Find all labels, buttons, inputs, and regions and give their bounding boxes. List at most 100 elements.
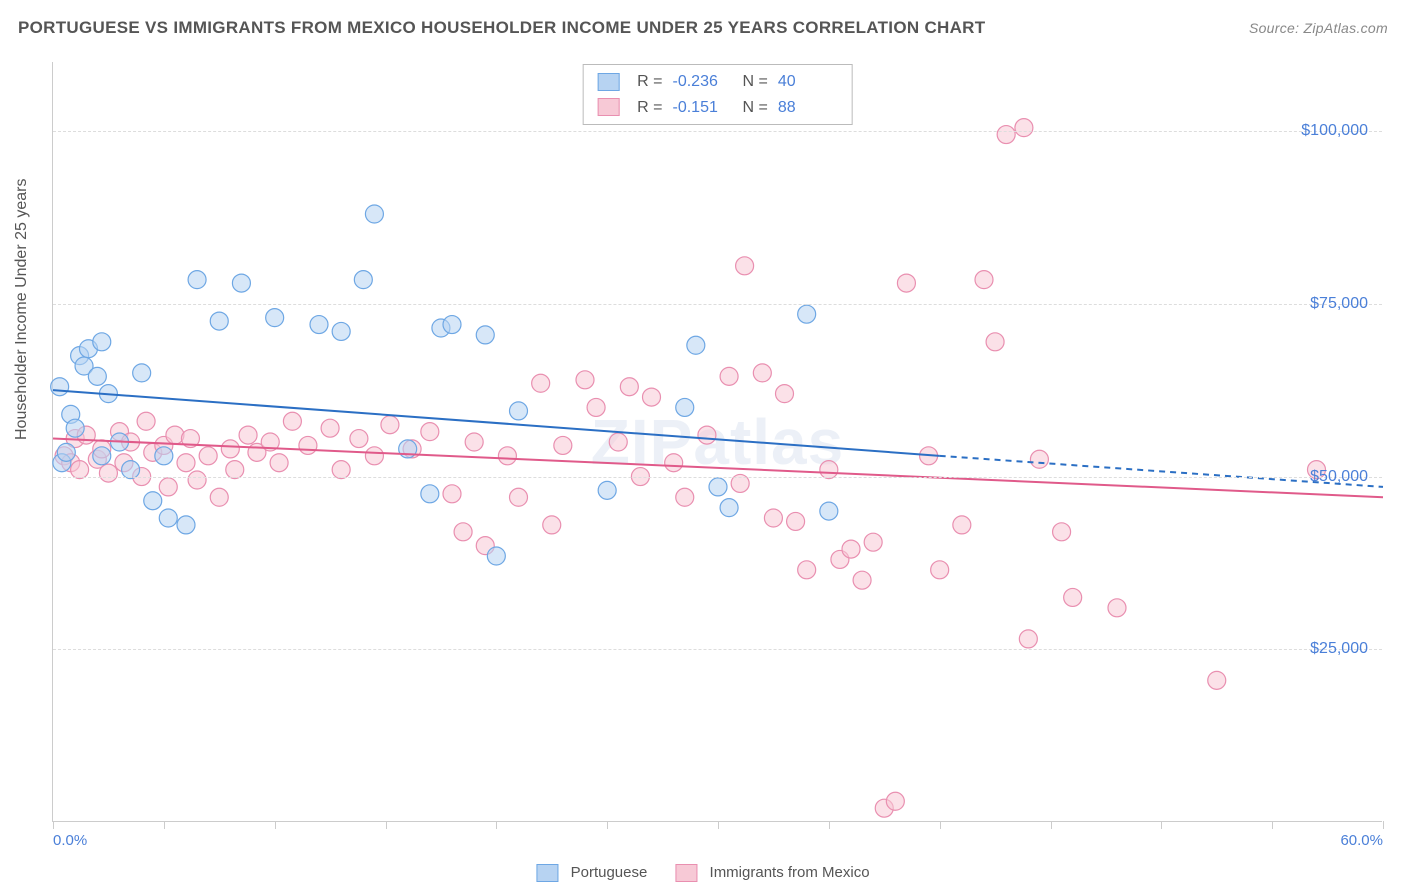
scatter-point <box>365 205 383 223</box>
scatter-point <box>210 488 228 506</box>
legend-swatch-1 <box>597 73 619 91</box>
scatter-point <box>350 430 368 448</box>
scatter-point <box>798 305 816 323</box>
plot-area: ZIPatlas R = -0.236 N = 40 R = -0.151 N … <box>52 62 1382 822</box>
scatter-point <box>820 502 838 520</box>
legend-row-series-2: R = -0.151 N = 88 <box>597 95 838 121</box>
gridline <box>53 649 1382 650</box>
scatter-point <box>299 436 317 454</box>
scatter-point <box>986 333 1004 351</box>
legend-r-label: R = <box>637 95 662 121</box>
legend-r-label: R = <box>637 69 662 95</box>
scatter-point <box>321 419 339 437</box>
xtick <box>386 821 387 829</box>
scatter-point <box>787 512 805 530</box>
scatter-point <box>587 398 605 416</box>
scatter-point <box>1015 119 1033 137</box>
scatter-point <box>764 509 782 527</box>
scatter-point <box>1019 630 1037 648</box>
scatter-point <box>487 547 505 565</box>
scatter-point <box>864 533 882 551</box>
scatter-point <box>159 478 177 496</box>
scatter-point <box>532 374 550 392</box>
scatter-point <box>354 271 372 289</box>
scatter-point <box>543 516 561 534</box>
scatter-point <box>465 433 483 451</box>
scatter-point <box>897 274 915 292</box>
scatter-point <box>720 499 738 517</box>
scatter-point <box>776 385 794 403</box>
chart-container: PORTUGUESE VS IMMIGRANTS FROM MEXICO HOU… <box>0 0 1406 892</box>
scatter-point <box>720 367 738 385</box>
source-label: Source: ZipAtlas.com <box>1249 20 1388 36</box>
legend-n-value-1: 40 <box>778 69 838 95</box>
xtick <box>1161 821 1162 829</box>
xtick <box>53 821 54 829</box>
scatter-point <box>687 336 705 354</box>
scatter-point <box>381 416 399 434</box>
scatter-point <box>177 454 195 472</box>
scatter-point <box>1064 588 1082 606</box>
xtick <box>275 821 276 829</box>
yaxis-title: Householder Income Under 25 years <box>13 179 31 440</box>
scatter-point <box>99 464 117 482</box>
legend-swatch-2 <box>597 98 619 116</box>
xtick <box>164 821 165 829</box>
gridline <box>53 304 1382 305</box>
scatter-point <box>365 447 383 465</box>
xtick <box>940 821 941 829</box>
scatter-point <box>931 561 949 579</box>
legend-r-value-1: -0.236 <box>673 69 733 95</box>
scatter-point <box>842 540 860 558</box>
scatter-point <box>266 309 284 327</box>
scatter-point <box>137 412 155 430</box>
gridline <box>53 477 1382 478</box>
legend-item-1: Portuguese <box>536 864 647 882</box>
scatter-point <box>454 523 472 541</box>
scatter-point <box>421 485 439 503</box>
scatter-point <box>239 426 257 444</box>
xtick <box>607 821 608 829</box>
scatter-point <box>421 423 439 441</box>
scatter-point <box>210 312 228 330</box>
scatter-point <box>598 481 616 499</box>
scatter-point <box>476 326 494 344</box>
legend-row-series-1: R = -0.236 N = 40 <box>597 69 838 95</box>
xtick <box>1383 821 1384 829</box>
scatter-point <box>709 478 727 496</box>
scatter-point <box>510 402 528 420</box>
xtick <box>829 821 830 829</box>
scatter-point <box>753 364 771 382</box>
scatter-point <box>93 447 111 465</box>
ytick-label: $25,000 <box>1310 640 1368 658</box>
scatter-point <box>975 271 993 289</box>
legend-swatch-bottom-2 <box>675 864 697 882</box>
legend-label-1: Portuguese <box>571 864 648 881</box>
scatter-point <box>188 271 206 289</box>
xtick <box>1272 821 1273 829</box>
correlation-legend: R = -0.236 N = 40 R = -0.151 N = 88 <box>582 64 853 125</box>
xtick-label: 0.0% <box>53 832 87 849</box>
scatter-point <box>676 488 694 506</box>
scatter-point <box>510 488 528 506</box>
xtick <box>496 821 497 829</box>
scatter-point <box>1208 671 1226 689</box>
scatter-point <box>155 447 173 465</box>
scatter-point <box>159 509 177 527</box>
scatter-point <box>88 367 106 385</box>
scatter-point <box>1108 599 1126 617</box>
series-legend: Portuguese Immigrants from Mexico <box>536 864 869 882</box>
legend-item-2: Immigrants from Mexico <box>675 864 869 882</box>
legend-n-value-2: 88 <box>778 95 838 121</box>
scatter-point <box>676 398 694 416</box>
scatter-point <box>620 378 638 396</box>
legend-swatch-bottom-1 <box>536 864 558 882</box>
scatter-point <box>643 388 661 406</box>
scatter-point <box>66 419 84 437</box>
scatter-point <box>576 371 594 389</box>
scatter-point <box>221 440 239 458</box>
scatter-point <box>554 436 572 454</box>
title-bar: PORTUGUESE VS IMMIGRANTS FROM MEXICO HOU… <box>18 18 1388 38</box>
scatter-point <box>270 454 288 472</box>
scatter-point <box>177 516 195 534</box>
